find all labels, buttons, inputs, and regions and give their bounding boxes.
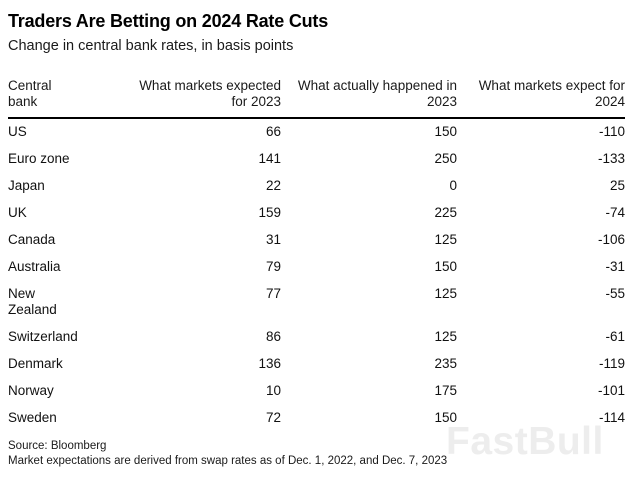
expect-2024-cell: -31 (605, 259, 625, 274)
expect-2024-cell: -133 (597, 151, 625, 166)
expect-2024-cell: -61 (605, 329, 625, 344)
expect-2024-cell: 25 (609, 178, 625, 193)
col-header-actual-2023-line1: What actually happened in (297, 78, 457, 93)
bank-name-cell: Denmark (8, 356, 63, 371)
expected-2023-cell: 22 (265, 178, 281, 193)
bank-name-cell: New Zealand (8, 286, 57, 317)
col-header-central-bank: Central bank (8, 78, 80, 119)
expected-2023-cell: 159 (258, 205, 281, 220)
table-row: Japan 22 0 25 (8, 173, 625, 200)
table-row: Switzerland 86 125 -61 (8, 324, 625, 351)
bank-name-cell: Euro zone (8, 151, 70, 166)
bank-name-cell: Switzerland (8, 329, 78, 344)
actual-2023-cell: 150 (434, 259, 457, 274)
expected-2023-cell: 31 (265, 232, 281, 247)
chart-container: Traders Are Betting on 2024 Rate Cuts Ch… (0, 10, 633, 469)
expected-2023-cell: 86 (265, 329, 281, 344)
table-row: Sweden 72 150 -114 (8, 405, 625, 432)
expected-2023-cell: 136 (258, 356, 281, 371)
rates-table: Central bank What markets expected for 2… (8, 78, 625, 432)
col-header-expected-2023: What markets expected for 2023 (80, 78, 281, 119)
expected-2023-cell: 77 (265, 286, 281, 301)
expect-2024-cell: -119 (598, 356, 625, 371)
table-row: US 66 150 -110 (8, 118, 625, 146)
table-header-row: Central bank What markets expected for 2… (8, 78, 625, 119)
methodology-note: Market expectations are derived from swa… (8, 455, 448, 467)
col-header-expect-2024-line1: What markets expect for (478, 78, 625, 93)
actual-2023-cell: 150 (434, 410, 457, 425)
source-text: Source: Bloomberg (8, 440, 107, 452)
bank-name-cell: Japan (8, 178, 45, 193)
col-header-expect-2024-line2: 2024 (594, 94, 625, 109)
expect-2024-cell: -55 (605, 286, 625, 301)
fastbull-watermark: FastBull (446, 420, 604, 463)
col-header-actual-2023: What actually happened in 2023 (281, 78, 457, 119)
actual-2023-cell: 125 (434, 329, 457, 344)
table-row: UK 159 225 -74 (8, 200, 625, 227)
actual-2023-cell: 0 (449, 178, 457, 193)
expect-2024-cell: -74 (605, 205, 625, 220)
actual-2023-cell: 125 (434, 286, 457, 301)
page-subtitle: Change in central bank rates, in basis p… (8, 38, 294, 54)
col-header-expect-2024: What markets expect for 2024 (457, 78, 625, 119)
col-header-expected-2023-line1: What markets expected (139, 78, 281, 93)
actual-2023-cell: 235 (434, 356, 457, 371)
footer: Source: Bloomberg Market expectations ar… (8, 439, 625, 469)
col-header-central-bank-line1: Central (8, 78, 52, 93)
actual-2023-cell: 175 (434, 383, 457, 398)
expected-2023-cell: 66 (265, 124, 281, 139)
actual-2023-cell: 225 (434, 205, 457, 220)
bank-name-cell: Sweden (8, 410, 57, 425)
actual-2023-cell: 125 (434, 232, 457, 247)
col-header-actual-2023-line2: 2023 (426, 94, 457, 109)
table-row: Denmark 136 235 -119 (8, 351, 625, 378)
col-header-expected-2023-line2: for 2023 (231, 94, 281, 109)
bank-name-cell: Australia (8, 259, 61, 274)
table-row: Norway 10 175 -101 (8, 378, 625, 405)
expected-2023-cell: 141 (258, 151, 281, 166)
bank-name-cell: Canada (8, 232, 56, 247)
expect-2024-cell: -101 (597, 383, 625, 398)
expected-2023-cell: 79 (265, 259, 281, 274)
expect-2024-cell: -110 (598, 124, 625, 139)
actual-2023-cell: 150 (434, 124, 457, 139)
col-header-central-bank-line2: bank (8, 94, 38, 109)
table-row: New Zealand 77 125 -55 (8, 281, 625, 324)
table-row: Australia 79 150 -31 (8, 254, 625, 281)
table-row: Euro zone 141 250 -133 (8, 146, 625, 173)
bank-name-cell: US (8, 124, 27, 139)
expect-2024-cell: -114 (598, 410, 625, 425)
bank-name-cell: Norway (8, 383, 54, 398)
expected-2023-cell: 72 (265, 410, 281, 425)
expect-2024-cell: -106 (597, 232, 625, 247)
table-row: Canada 31 125 -106 (8, 227, 625, 254)
bank-name-cell: UK (8, 205, 27, 220)
actual-2023-cell: 250 (434, 151, 457, 166)
expected-2023-cell: 10 (265, 383, 281, 398)
page-title: Traders Are Betting on 2024 Rate Cuts (8, 11, 329, 31)
